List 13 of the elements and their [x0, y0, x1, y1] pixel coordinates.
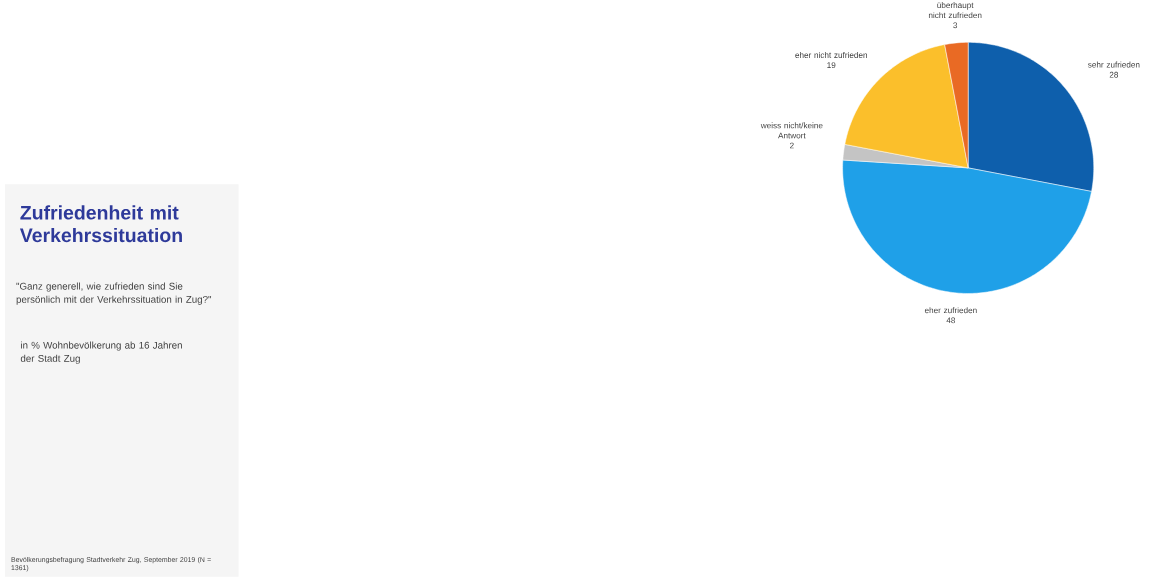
slice-label: sehr zufrieden [1088, 61, 1140, 68]
data-label: 48 [946, 317, 956, 324]
text: "Ganz generell, wie zufrieden sind Sie persönlich mit der Verkehrssituation in Zug?" [16, 282, 212, 305]
slice-label: überhaupt nicht zufrieden [928, 2, 982, 19]
data-label: 28 [1109, 72, 1119, 78]
data-label: 2 [790, 142, 794, 149]
slice-label: weiss nicht/keine Antwort [760, 122, 823, 139]
slice-label: eher nicht zufrieden [795, 52, 867, 59]
data-label: 19 [827, 62, 836, 69]
text: in % Wohnbevölkerung ab 16 Jahren der Stadt Zug [20, 341, 182, 365]
text: Zufriedenheit mit Verkehrssituation [19, 205, 182, 243]
slice-label: eher zufrieden [924, 307, 977, 314]
data-label: 3 [953, 22, 958, 29]
